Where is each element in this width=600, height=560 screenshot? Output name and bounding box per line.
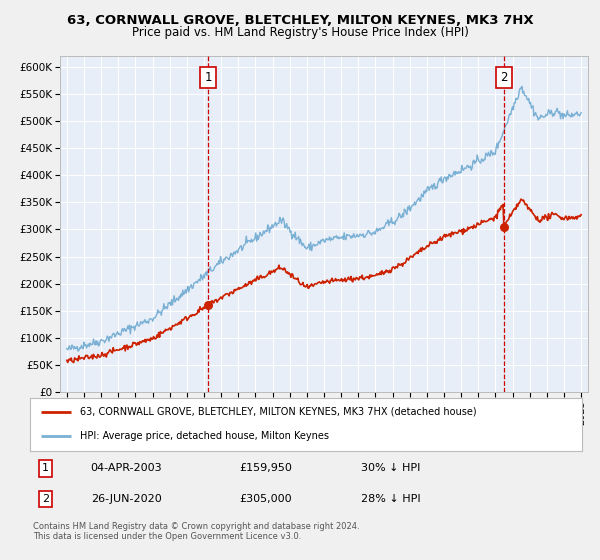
Text: 2: 2 bbox=[42, 494, 49, 505]
Text: £305,000: £305,000 bbox=[240, 494, 292, 505]
Text: 28% ↓ HPI: 28% ↓ HPI bbox=[361, 494, 421, 505]
Text: 63, CORNWALL GROVE, BLETCHLEY, MILTON KEYNES, MK3 7HX (detached house): 63, CORNWALL GROVE, BLETCHLEY, MILTON KE… bbox=[80, 407, 476, 417]
Text: Price paid vs. HM Land Registry's House Price Index (HPI): Price paid vs. HM Land Registry's House … bbox=[131, 26, 469, 39]
Text: Contains HM Land Registry data © Crown copyright and database right 2024.
This d: Contains HM Land Registry data © Crown c… bbox=[33, 522, 359, 542]
Text: 2: 2 bbox=[500, 71, 508, 84]
Text: 04-APR-2003: 04-APR-2003 bbox=[91, 464, 163, 473]
Text: 26-JUN-2020: 26-JUN-2020 bbox=[91, 494, 161, 505]
Text: 1: 1 bbox=[42, 464, 49, 473]
Text: £159,950: £159,950 bbox=[240, 464, 293, 473]
Text: HPI: Average price, detached house, Milton Keynes: HPI: Average price, detached house, Milt… bbox=[80, 431, 329, 441]
Text: 63, CORNWALL GROVE, BLETCHLEY, MILTON KEYNES, MK3 7HX: 63, CORNWALL GROVE, BLETCHLEY, MILTON KE… bbox=[67, 14, 533, 27]
Text: 1: 1 bbox=[205, 71, 212, 84]
Text: 30% ↓ HPI: 30% ↓ HPI bbox=[361, 464, 421, 473]
